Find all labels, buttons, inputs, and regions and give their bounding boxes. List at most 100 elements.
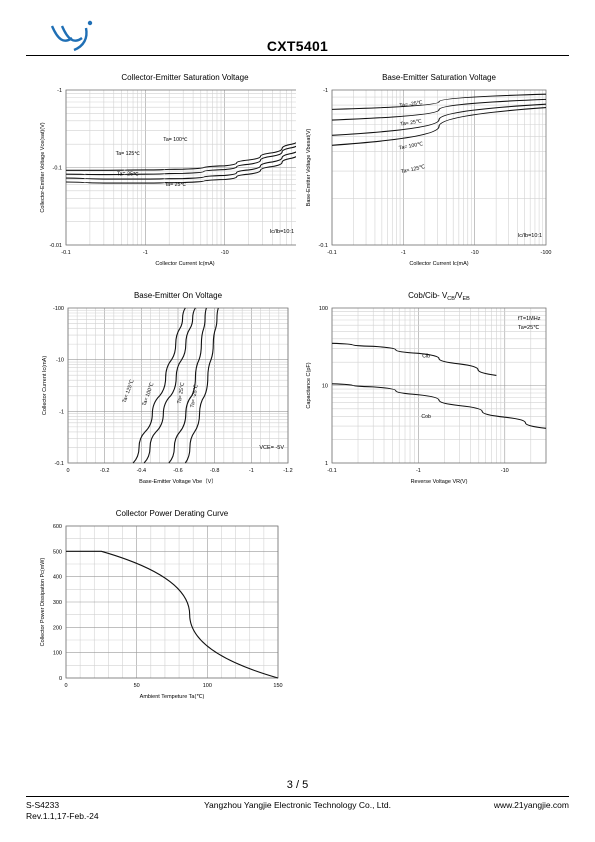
series-line <box>66 142 296 171</box>
footer-rule <box>26 796 569 797</box>
series-label: Ta= 125℃ <box>116 151 141 157</box>
chart-note: VCE= -5V <box>259 445 284 451</box>
series-line <box>65 151 296 180</box>
series-label: Ta= 25℃ <box>400 119 422 128</box>
x-tick-label: -10 <box>221 250 229 256</box>
series-line <box>132 307 186 464</box>
chart-title: Base-Emitter On Voltage <box>134 291 223 300</box>
y-tick-label: -1 <box>57 88 62 94</box>
chart-title: Collector-Emitter Saturation Voltage <box>121 73 249 82</box>
x-axis-label: Collector Current Ic(mA) <box>409 261 468 267</box>
series-label: Ta=-25℃ <box>117 171 139 177</box>
chart-grid <box>65 90 296 246</box>
chart-note: Ta=25℃ <box>518 325 540 331</box>
chart-title: Collector Power Derating Curve <box>116 509 229 518</box>
x-tick-label: -1 <box>401 250 406 256</box>
y-axis-label: Collector Current Ic(mA) <box>42 356 48 415</box>
chart-power-derating: Collector Power Derating Curve 0 50 100 150 0… <box>26 504 296 709</box>
company-logo <box>50 20 93 52</box>
series-label: Ta= -25℃ <box>399 100 423 109</box>
document-title: CXT5401 <box>266 38 329 54</box>
x-tick-label: -10 <box>471 250 479 256</box>
series-label: Ta= 25℃ <box>165 182 187 188</box>
chart-vce-sat: Collector-Emitter Saturation Voltage -0.1… <box>26 68 296 273</box>
series-line <box>168 307 207 464</box>
y-tick-label: 600 <box>53 524 62 530</box>
y-tick-label: 1 <box>325 461 328 467</box>
x-axis-label: Ambient Tempeture Ta(℃) <box>140 694 205 700</box>
x-tick-label: 150 <box>273 683 282 689</box>
series-line <box>65 156 296 184</box>
x-tick-label: 100 <box>203 683 212 689</box>
x-tick-label: -0.1 <box>61 250 70 256</box>
page-number: 3 / 5 <box>286 779 309 791</box>
series-label: Ta= 125℃ <box>122 379 136 404</box>
plot-frame <box>67 307 289 464</box>
chart-vce-sat-svg: Collector-Emitter Saturation Voltage -0.1… <box>40 73 296 267</box>
x-tick-label: 0 <box>64 683 67 689</box>
chart-vbe-on: Base-Emitter On Voltage 0 -0.2 -0.4 -0.6 -0.8… <box>26 286 296 491</box>
x-tick-label: -0.1 <box>327 468 336 474</box>
y-tick-label: -0.1 <box>53 166 62 172</box>
footer-company: Yangzhou Yangjie Electronic Technology C… <box>204 800 391 810</box>
series-line <box>331 383 547 429</box>
footer-doc-code: S-S4233 <box>26 800 60 810</box>
plot-frame <box>331 307 547 464</box>
chart-note: fT=1MHz <box>518 316 541 322</box>
plot-frame <box>331 89 547 246</box>
y-tick-label: 400 <box>53 575 62 581</box>
chart-note: Ic/Ib=10:1 <box>270 229 294 235</box>
y-axis-label: Collector-Emitter Voltage Vce(sat)(V) <box>40 122 46 212</box>
x-axis-label: Base-Emitter Voltage Vbe（V） <box>139 478 217 485</box>
chart-note: Ic/Ib=10:1 <box>518 233 542 239</box>
x-tick-label: -0.4 <box>137 468 146 474</box>
plot-frame <box>65 525 279 679</box>
y-axis-label: Base-Emitter Voltage Vbesat(V) <box>306 129 312 207</box>
series-line <box>331 342 497 376</box>
y-tick-label: 300 <box>53 600 62 606</box>
series-line <box>65 145 296 176</box>
x-tick-label: 50 <box>134 683 140 689</box>
chart-grid <box>65 525 279 679</box>
plot-frame <box>65 89 296 246</box>
y-tick-label: -0.1 <box>319 243 328 249</box>
y-tick-label: -0.01 <box>49 243 62 249</box>
y-tick-label: 100 <box>319 306 328 312</box>
y-tick-label: 10 <box>322 384 328 390</box>
chart-power-derating-svg: Collector Power Derating Curve 0 50 100 150 0… <box>40 509 283 700</box>
series-line <box>66 550 279 679</box>
series-label: Ta= 100℃ <box>398 141 423 151</box>
chart-title-part: EB <box>462 296 470 302</box>
x-tick-label: -1.2 <box>283 468 292 474</box>
series-label: Cob <box>421 414 431 420</box>
series-line <box>184 307 219 464</box>
series-line <box>331 103 547 136</box>
chart-grid <box>331 308 547 464</box>
x-tick-label: -0.1 <box>327 250 336 256</box>
series-label: Ta= 100℃ <box>141 382 155 407</box>
x-axis-label: Collector Current Ic(mA) <box>155 261 214 267</box>
chart-grid <box>67 308 289 464</box>
y-axis-label: Capacitance C(pF) <box>306 362 312 408</box>
y-tick-label: 500 <box>53 549 62 555</box>
x-tick-label: -100 <box>540 250 551 256</box>
y-axis-label: Collector Power Dissipation Pc(mW) <box>40 558 46 647</box>
x-tick-label: 0 <box>66 468 69 474</box>
series-label: Ta= 100℃ <box>163 137 188 143</box>
chart-grid <box>331 90 546 246</box>
chart-vbe-sat: Base-Emitter Saturation Voltage -0.1 -1 -10… <box>296 68 566 273</box>
series-line <box>143 307 196 464</box>
header-rule <box>26 55 569 56</box>
chart-vbe-sat-svg: Base-Emitter Saturation Voltage -0.1 -1 -10… <box>306 73 552 267</box>
x-tick-label: -0.6 <box>173 468 182 474</box>
series-label: Ta= 25℃ <box>177 382 187 404</box>
series-line <box>331 98 547 121</box>
series-label: Ta= 125℃ <box>401 164 426 175</box>
chart-title-part: /V <box>455 291 463 300</box>
x-tick-label: -1 <box>249 468 254 474</box>
series-label: Ta= -25℃ <box>190 384 200 408</box>
chart-vbe-on-svg: Base-Emitter On Voltage 0 -0.2 -0.4 -0.6 -0.8… <box>42 291 293 485</box>
chart-capacitance-svg: Cob/Cib- VCB/VEB -0.1 -1 -10 1 10 100 Reverse V… <box>306 291 547 485</box>
y-tick-label: -1 <box>59 409 64 415</box>
chart-title-part: Cob/Cib- V <box>408 291 448 300</box>
